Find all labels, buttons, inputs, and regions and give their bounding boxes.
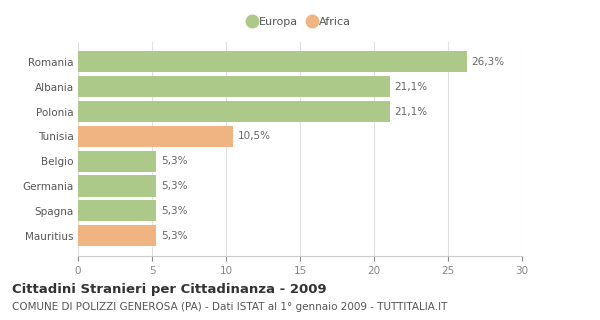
Text: COMUNE DI POLIZZI GENEROSA (PA) - Dati ISTAT al 1° gennaio 2009 - TUTTITALIA.IT: COMUNE DI POLIZZI GENEROSA (PA) - Dati I… [12,302,448,312]
Bar [78,175,157,196]
Bar [78,200,157,221]
Bar [78,76,390,97]
Text: 21,1%: 21,1% [395,107,428,116]
Bar [78,151,157,172]
Bar [78,51,467,72]
Text: Cittadini Stranieri per Cittadinanza - 2009: Cittadini Stranieri per Cittadinanza - 2… [12,283,326,296]
Bar [78,126,233,147]
Legend: Europa, Africa: Europa, Africa [245,13,355,30]
Text: 21,1%: 21,1% [395,82,428,92]
Bar [78,101,390,122]
Text: 5,3%: 5,3% [161,181,187,191]
Text: 5,3%: 5,3% [161,206,187,216]
Text: 26,3%: 26,3% [472,57,505,67]
Bar [78,225,157,246]
Text: 5,3%: 5,3% [161,156,187,166]
Text: 5,3%: 5,3% [161,231,187,241]
Text: 10,5%: 10,5% [238,132,271,141]
